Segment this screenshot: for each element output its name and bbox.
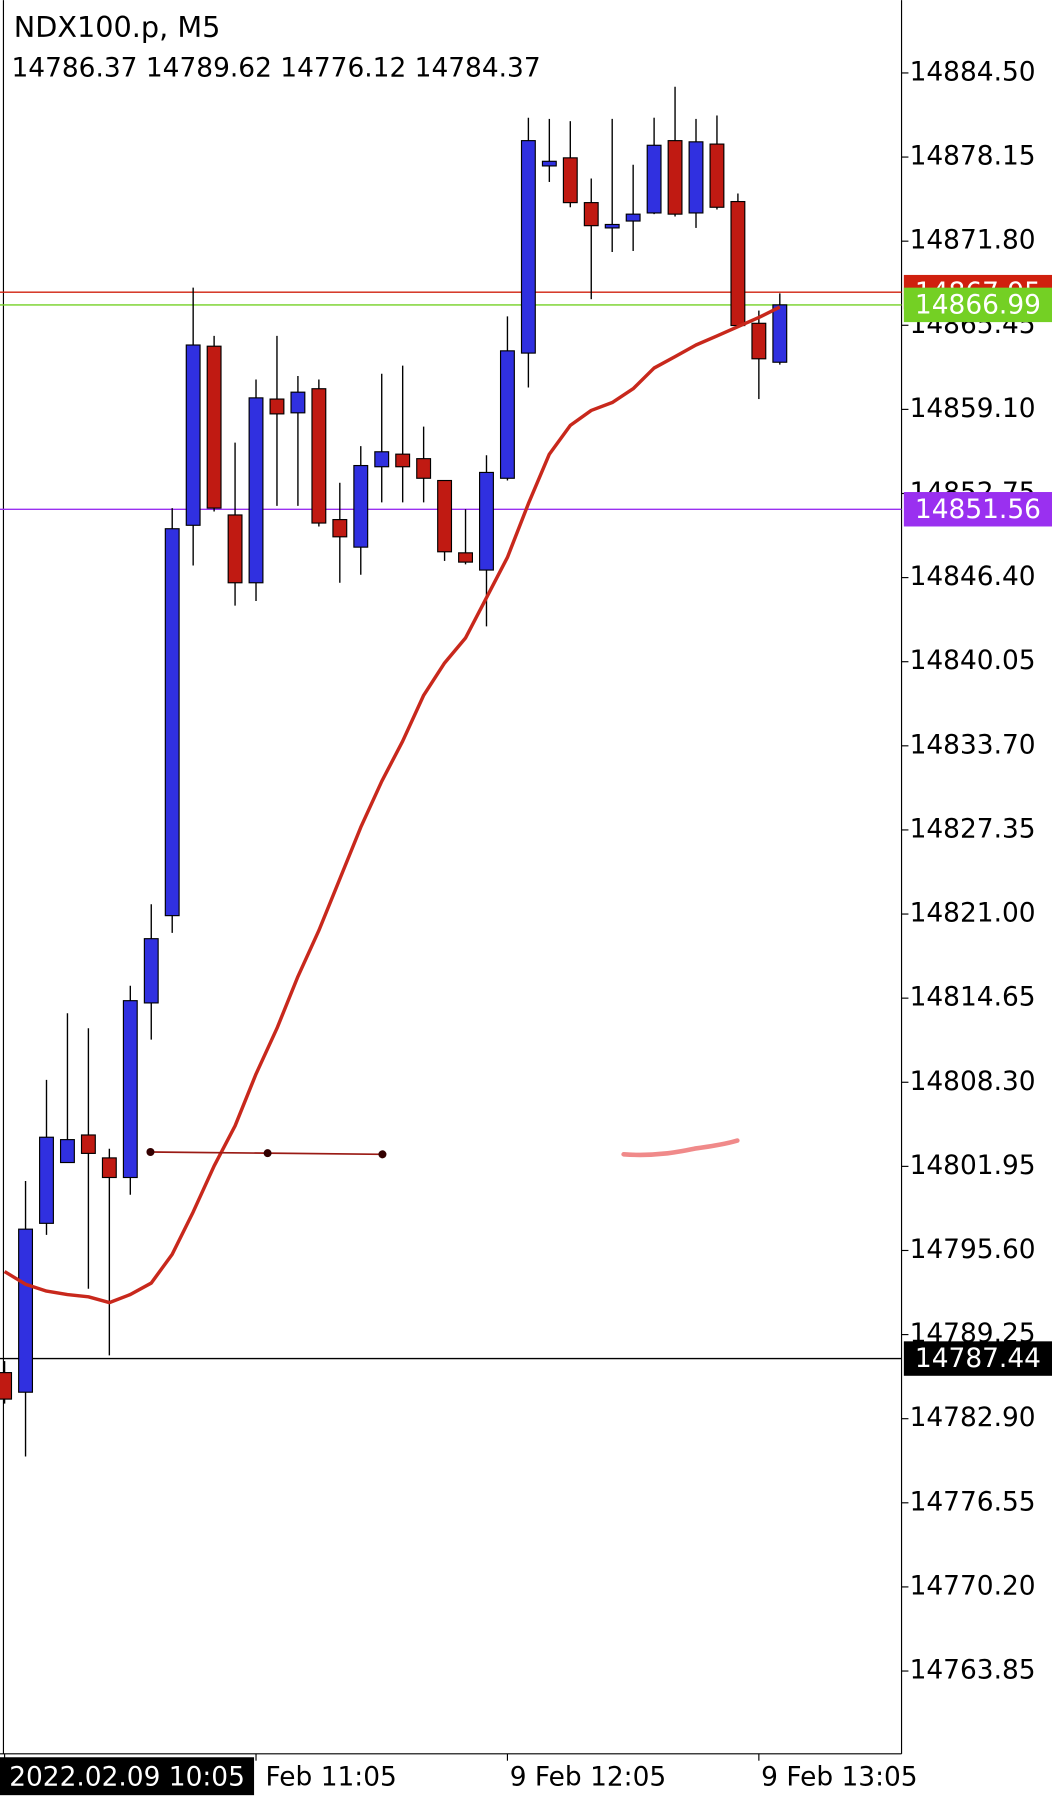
candle-body (332, 519, 348, 538)
candle-body (269, 398, 285, 415)
ma-layer (3, 305, 781, 1305)
candle-body (18, 1228, 34, 1393)
candle-body (206, 345, 222, 509)
price-lines-layer (0, 291, 902, 1360)
candle-body (395, 453, 411, 468)
candle-body (290, 391, 306, 414)
trendline-point (263, 1149, 272, 1158)
y-tick-label: 14776.55 (910, 1486, 1036, 1517)
candle-body (625, 213, 641, 222)
drawn-trendline (146, 1147, 387, 1159)
moving-average (3, 305, 781, 1305)
candle-body (688, 141, 704, 214)
y-tick-label: 14840.05 (910, 645, 1036, 676)
y-tick-label: 14833.70 (910, 729, 1036, 760)
y-tick-label: 14782.90 (910, 1402, 1036, 1433)
price-tag-label: 14851.56 (915, 494, 1041, 525)
candle-body (772, 304, 788, 363)
ohlc-readout: 14786.37 14789.62 14776.12 14784.37 (11, 53, 540, 84)
y-tick-label: 14884.50 (910, 56, 1036, 87)
price-tag (903, 1341, 1052, 1376)
candle-body (667, 140, 683, 215)
x-tick-label: 9 Feb 12:05 (510, 1761, 666, 1792)
candle-body (709, 143, 725, 208)
candle-body (80, 1134, 96, 1154)
candle-body (562, 157, 578, 204)
candle-body (185, 344, 201, 526)
candle-body (437, 479, 453, 553)
candle-body (520, 140, 536, 354)
trendline-point (378, 1150, 387, 1159)
trendline-point (146, 1147, 155, 1157)
candle-body (416, 458, 432, 479)
price-tag-label: 14866.99 (915, 290, 1041, 321)
y-tick-label: 14878.15 (910, 141, 1036, 172)
candle-body (499, 350, 515, 479)
price-tag (903, 492, 1052, 527)
price-tag (903, 287, 1052, 323)
y-tick-label: 14814.65 (910, 982, 1036, 1013)
candle-body (311, 388, 327, 524)
time-axis-layer: 2022.02.09 10:05 Feb 11:05 9 Feb 12:05 9 Fe… (0, 1753, 918, 1796)
candle-body (59, 1139, 75, 1164)
candle-body (583, 202, 599, 227)
candle-body (751, 322, 767, 360)
candle-body (39, 1136, 54, 1224)
chart-title: NDX100.p, M5 (14, 10, 221, 44)
candle-body (479, 471, 494, 571)
y-tick-label: 14846.40 (910, 561, 1036, 592)
candle-body (101, 1157, 117, 1179)
axis-layer: 14884.5014878.1514871.8014865.4514859.10… (901, 56, 1036, 1686)
y-tick-label: 14808.30 (910, 1066, 1036, 1097)
pen-scribble (621, 1138, 740, 1158)
y-tick-label: 14821.00 (910, 898, 1036, 929)
candles-layer (0, 86, 788, 1457)
candle-body (541, 160, 557, 167)
y-tick-label: 14770.20 (910, 1570, 1036, 1601)
candle-body (164, 528, 180, 917)
candle-body (458, 552, 473, 563)
candle-body (604, 223, 620, 229)
candle-body (646, 144, 662, 214)
x-tick-label: 9 Feb 13:05 (761, 1761, 917, 1792)
x-tick-label: Feb 11:05 (266, 1761, 397, 1792)
y-tick-label: 14763.85 (910, 1655, 1036, 1686)
y-tick-label: 14859.10 (910, 393, 1036, 424)
x-label-box (0, 1757, 255, 1796)
candle-body (227, 514, 243, 584)
y-tick-label: 14801.95 (910, 1150, 1036, 1181)
y-tick-label: 14827.35 (910, 813, 1036, 844)
candle-body (0, 1372, 13, 1400)
x-tick-label: 2022.02.09 10:05 (9, 1761, 245, 1792)
candle-body (374, 451, 390, 468)
candle-body (353, 464, 369, 548)
price-tag-label: 14787.44 (915, 1343, 1041, 1374)
y-tick-label: 14795.60 (910, 1234, 1036, 1265)
y-tick-label: 14871.80 (910, 225, 1036, 256)
candle-body (122, 1000, 138, 1179)
candle-body (730, 200, 746, 327)
candle-body (143, 938, 159, 1004)
candle-body (248, 397, 264, 584)
